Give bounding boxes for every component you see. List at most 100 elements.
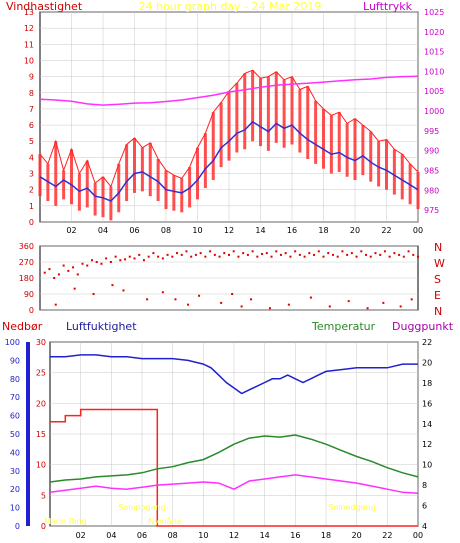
direction-dot xyxy=(270,255,273,258)
wind-x-tick-label: 08 xyxy=(161,226,171,235)
direction-dot xyxy=(43,271,46,274)
wind-panel-series xyxy=(38,69,420,221)
pressure-tick-label: 1010 xyxy=(424,67,444,76)
direction-dot xyxy=(128,255,131,258)
direction-dot xyxy=(199,252,202,255)
direction-dot xyxy=(171,255,174,258)
direction-dot xyxy=(402,255,405,258)
wind-tick-label: 0 xyxy=(29,218,34,227)
direction-dot xyxy=(399,305,402,308)
direction-dot xyxy=(109,261,112,263)
humidity-label: Luftfuktighet xyxy=(66,320,137,333)
temperature-tick-label: 6 xyxy=(422,502,427,511)
direction-dot xyxy=(81,262,84,265)
compass-label: E xyxy=(434,289,441,302)
direction-dot xyxy=(73,287,76,290)
direction-dot xyxy=(92,293,95,295)
climate-x-axis: 02 04 06 08 10 12 14 16 18 20 22 00 xyxy=(76,531,424,540)
pressure-tick-label: 1025 xyxy=(424,8,444,17)
rain-label: Nedbør xyxy=(2,320,43,333)
compass-label: S xyxy=(434,273,441,286)
temperature-label: Temperatur xyxy=(311,320,376,333)
direction-tick-label: 0 xyxy=(29,306,34,315)
direction-dot xyxy=(360,250,363,253)
wind-x-tick-label: 02 xyxy=(66,226,76,235)
direction-tick-label: 180 xyxy=(19,274,34,283)
climate-x-tick-label: 12 xyxy=(229,531,239,540)
pressure-tick-label: 1000 xyxy=(424,107,444,116)
direction-dot xyxy=(410,298,413,301)
rain-tick-label: 30 xyxy=(36,338,46,347)
direction-dot xyxy=(133,257,136,260)
direction-dot xyxy=(240,305,243,308)
direction-dot xyxy=(187,303,190,306)
direction-dot xyxy=(185,250,188,253)
direction-dot xyxy=(242,252,245,255)
wind-tick-label: 6 xyxy=(29,121,34,130)
temperature-tick-label: 10 xyxy=(422,461,432,470)
wind-tick-label: 2 xyxy=(29,186,34,195)
climate-x-tick-label: 00 xyxy=(413,531,423,540)
direction-dot xyxy=(190,255,193,258)
temperature-axis: 4 6 8 10 12 14 16 18 20 22 xyxy=(422,338,432,531)
wind-tick-label: 10 xyxy=(24,56,34,65)
direction-dot xyxy=(268,307,271,310)
sun-moon-annotations: Soloppgang Solnedgang Mann Ring Nymåne xyxy=(44,503,376,526)
direction-dot xyxy=(417,255,419,258)
wind-x-tick-label: 12 xyxy=(224,226,234,235)
rain-line xyxy=(50,408,418,527)
direction-dot xyxy=(213,253,216,256)
direction-dot xyxy=(374,252,377,255)
compass-label: W xyxy=(434,257,445,270)
avg-wind-line xyxy=(39,120,419,202)
direction-dot xyxy=(317,250,320,253)
direction-dot xyxy=(174,298,177,301)
pressure-tick-label: 1005 xyxy=(424,87,444,96)
gust-line xyxy=(39,69,419,188)
climate-x-tick-label: 18 xyxy=(321,531,331,540)
pressure-line xyxy=(39,75,419,106)
direction-tick-label: 270 xyxy=(19,258,34,267)
direction-dot xyxy=(67,269,70,272)
direction-dot xyxy=(284,252,287,255)
direction-dot xyxy=(298,253,301,256)
direction-dot xyxy=(246,253,249,256)
direction-dot xyxy=(336,255,339,258)
direction-dot xyxy=(72,266,75,269)
direction-dot xyxy=(100,262,103,265)
pressure-right-axis: 975 980 985 990 995 1000 1005 1010 1015 1020 1025 xyxy=(424,8,444,215)
direction-dot xyxy=(86,264,89,267)
pressure-tick-label: 985 xyxy=(424,166,439,175)
temperature-tick-label: 4 xyxy=(422,522,427,531)
climate-x-tick-label: 08 xyxy=(168,531,178,540)
temperature-tick-label: 20 xyxy=(422,358,432,367)
temperature-tick-label: 14 xyxy=(422,420,432,429)
climate-panel-series xyxy=(49,354,419,527)
direction-dot xyxy=(308,252,311,255)
wind-x-tick-label: 14 xyxy=(255,226,265,235)
direction-dot xyxy=(393,252,396,255)
rain-tick-label: 10 xyxy=(36,461,46,470)
humidity-tick-label: 80 xyxy=(10,375,20,384)
direction-dot xyxy=(105,257,108,260)
direction-dot xyxy=(407,250,410,253)
annotation-label: Soloppgang xyxy=(118,503,165,512)
wind-tick-label: 13 xyxy=(24,8,34,17)
direction-dot xyxy=(265,252,268,255)
direction-dot xyxy=(379,253,382,256)
pressure-label: Lufttrykk xyxy=(363,0,413,13)
direction-dot xyxy=(57,273,60,276)
rain-tick-label: 0 xyxy=(41,522,46,531)
wind-tick-label: 7 xyxy=(29,105,34,114)
direction-dot xyxy=(303,255,306,258)
direction-tick-label: 90 xyxy=(24,290,34,299)
pressure-tick-label: 990 xyxy=(424,147,439,156)
temperature-line xyxy=(49,434,419,483)
humidity-tick-label: 100 xyxy=(5,338,20,347)
direction-dot xyxy=(294,250,297,253)
pressure-tick-label: 995 xyxy=(424,127,439,136)
rain-tick-label: 20 xyxy=(36,399,46,408)
compass-label: N xyxy=(434,241,442,254)
rain-axis: 0 5 10 15 20 25 30 xyxy=(36,338,46,531)
